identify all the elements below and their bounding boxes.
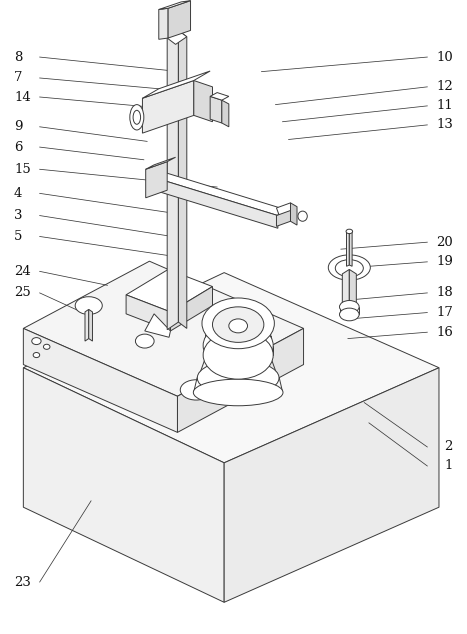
Ellipse shape	[340, 308, 359, 321]
Text: 13: 13	[436, 119, 453, 131]
Text: 9: 9	[14, 120, 22, 133]
Ellipse shape	[203, 331, 273, 379]
Text: 2: 2	[445, 441, 453, 453]
Text: 8: 8	[14, 51, 22, 63]
Polygon shape	[89, 309, 92, 341]
Polygon shape	[170, 287, 212, 331]
Ellipse shape	[203, 321, 273, 370]
Ellipse shape	[33, 353, 40, 358]
Ellipse shape	[180, 380, 212, 400]
Text: 20: 20	[436, 236, 453, 249]
Polygon shape	[146, 162, 167, 198]
Text: 12: 12	[436, 81, 453, 93]
Text: 5: 5	[14, 230, 22, 243]
Polygon shape	[178, 30, 187, 328]
Polygon shape	[224, 368, 439, 602]
Ellipse shape	[32, 337, 41, 345]
Ellipse shape	[75, 297, 102, 314]
Ellipse shape	[298, 211, 307, 221]
Polygon shape	[85, 309, 89, 341]
Polygon shape	[126, 269, 212, 312]
Ellipse shape	[202, 298, 275, 349]
Polygon shape	[210, 93, 229, 100]
Ellipse shape	[198, 360, 279, 396]
Polygon shape	[126, 295, 170, 331]
Text: 17: 17	[436, 306, 453, 319]
Ellipse shape	[212, 307, 264, 342]
Ellipse shape	[346, 229, 353, 233]
Text: 1: 1	[445, 460, 453, 472]
Ellipse shape	[43, 344, 50, 349]
Polygon shape	[146, 157, 176, 169]
Ellipse shape	[135, 334, 154, 348]
Polygon shape	[168, 1, 191, 38]
Text: 19: 19	[436, 256, 453, 268]
Ellipse shape	[335, 260, 363, 277]
Polygon shape	[145, 314, 170, 337]
Polygon shape	[159, 1, 191, 10]
Text: 18: 18	[436, 287, 453, 299]
Polygon shape	[194, 81, 212, 122]
Polygon shape	[23, 261, 304, 396]
Polygon shape	[177, 328, 304, 432]
Ellipse shape	[229, 319, 248, 333]
Polygon shape	[159, 8, 168, 39]
Text: 15: 15	[14, 163, 31, 176]
Text: 11: 11	[436, 100, 453, 112]
Polygon shape	[23, 368, 224, 602]
Polygon shape	[276, 203, 293, 216]
Polygon shape	[142, 71, 210, 98]
Polygon shape	[142, 81, 194, 133]
Ellipse shape	[193, 379, 283, 406]
Ellipse shape	[205, 314, 271, 360]
Polygon shape	[342, 269, 349, 307]
Polygon shape	[210, 96, 222, 123]
Text: 6: 6	[14, 141, 22, 153]
Polygon shape	[23, 328, 177, 432]
Polygon shape	[290, 203, 297, 225]
Text: 16: 16	[436, 326, 453, 339]
Text: 14: 14	[14, 91, 31, 103]
Polygon shape	[154, 178, 278, 228]
Text: 7: 7	[14, 72, 22, 84]
Text: 24: 24	[14, 265, 31, 278]
Text: 3: 3	[14, 209, 22, 222]
Polygon shape	[349, 230, 352, 266]
Text: 23: 23	[14, 576, 31, 588]
Polygon shape	[349, 269, 356, 307]
Polygon shape	[154, 170, 280, 216]
Ellipse shape	[133, 110, 141, 124]
Text: 10: 10	[436, 51, 453, 63]
Text: 4: 4	[14, 187, 22, 200]
Ellipse shape	[130, 105, 144, 130]
Ellipse shape	[340, 301, 359, 313]
Text: 25: 25	[14, 287, 31, 299]
Ellipse shape	[328, 255, 370, 280]
Polygon shape	[167, 30, 187, 44]
Polygon shape	[276, 210, 290, 226]
Polygon shape	[222, 100, 229, 127]
Polygon shape	[347, 230, 349, 266]
Polygon shape	[23, 273, 439, 463]
Polygon shape	[167, 30, 178, 330]
Ellipse shape	[211, 328, 266, 366]
